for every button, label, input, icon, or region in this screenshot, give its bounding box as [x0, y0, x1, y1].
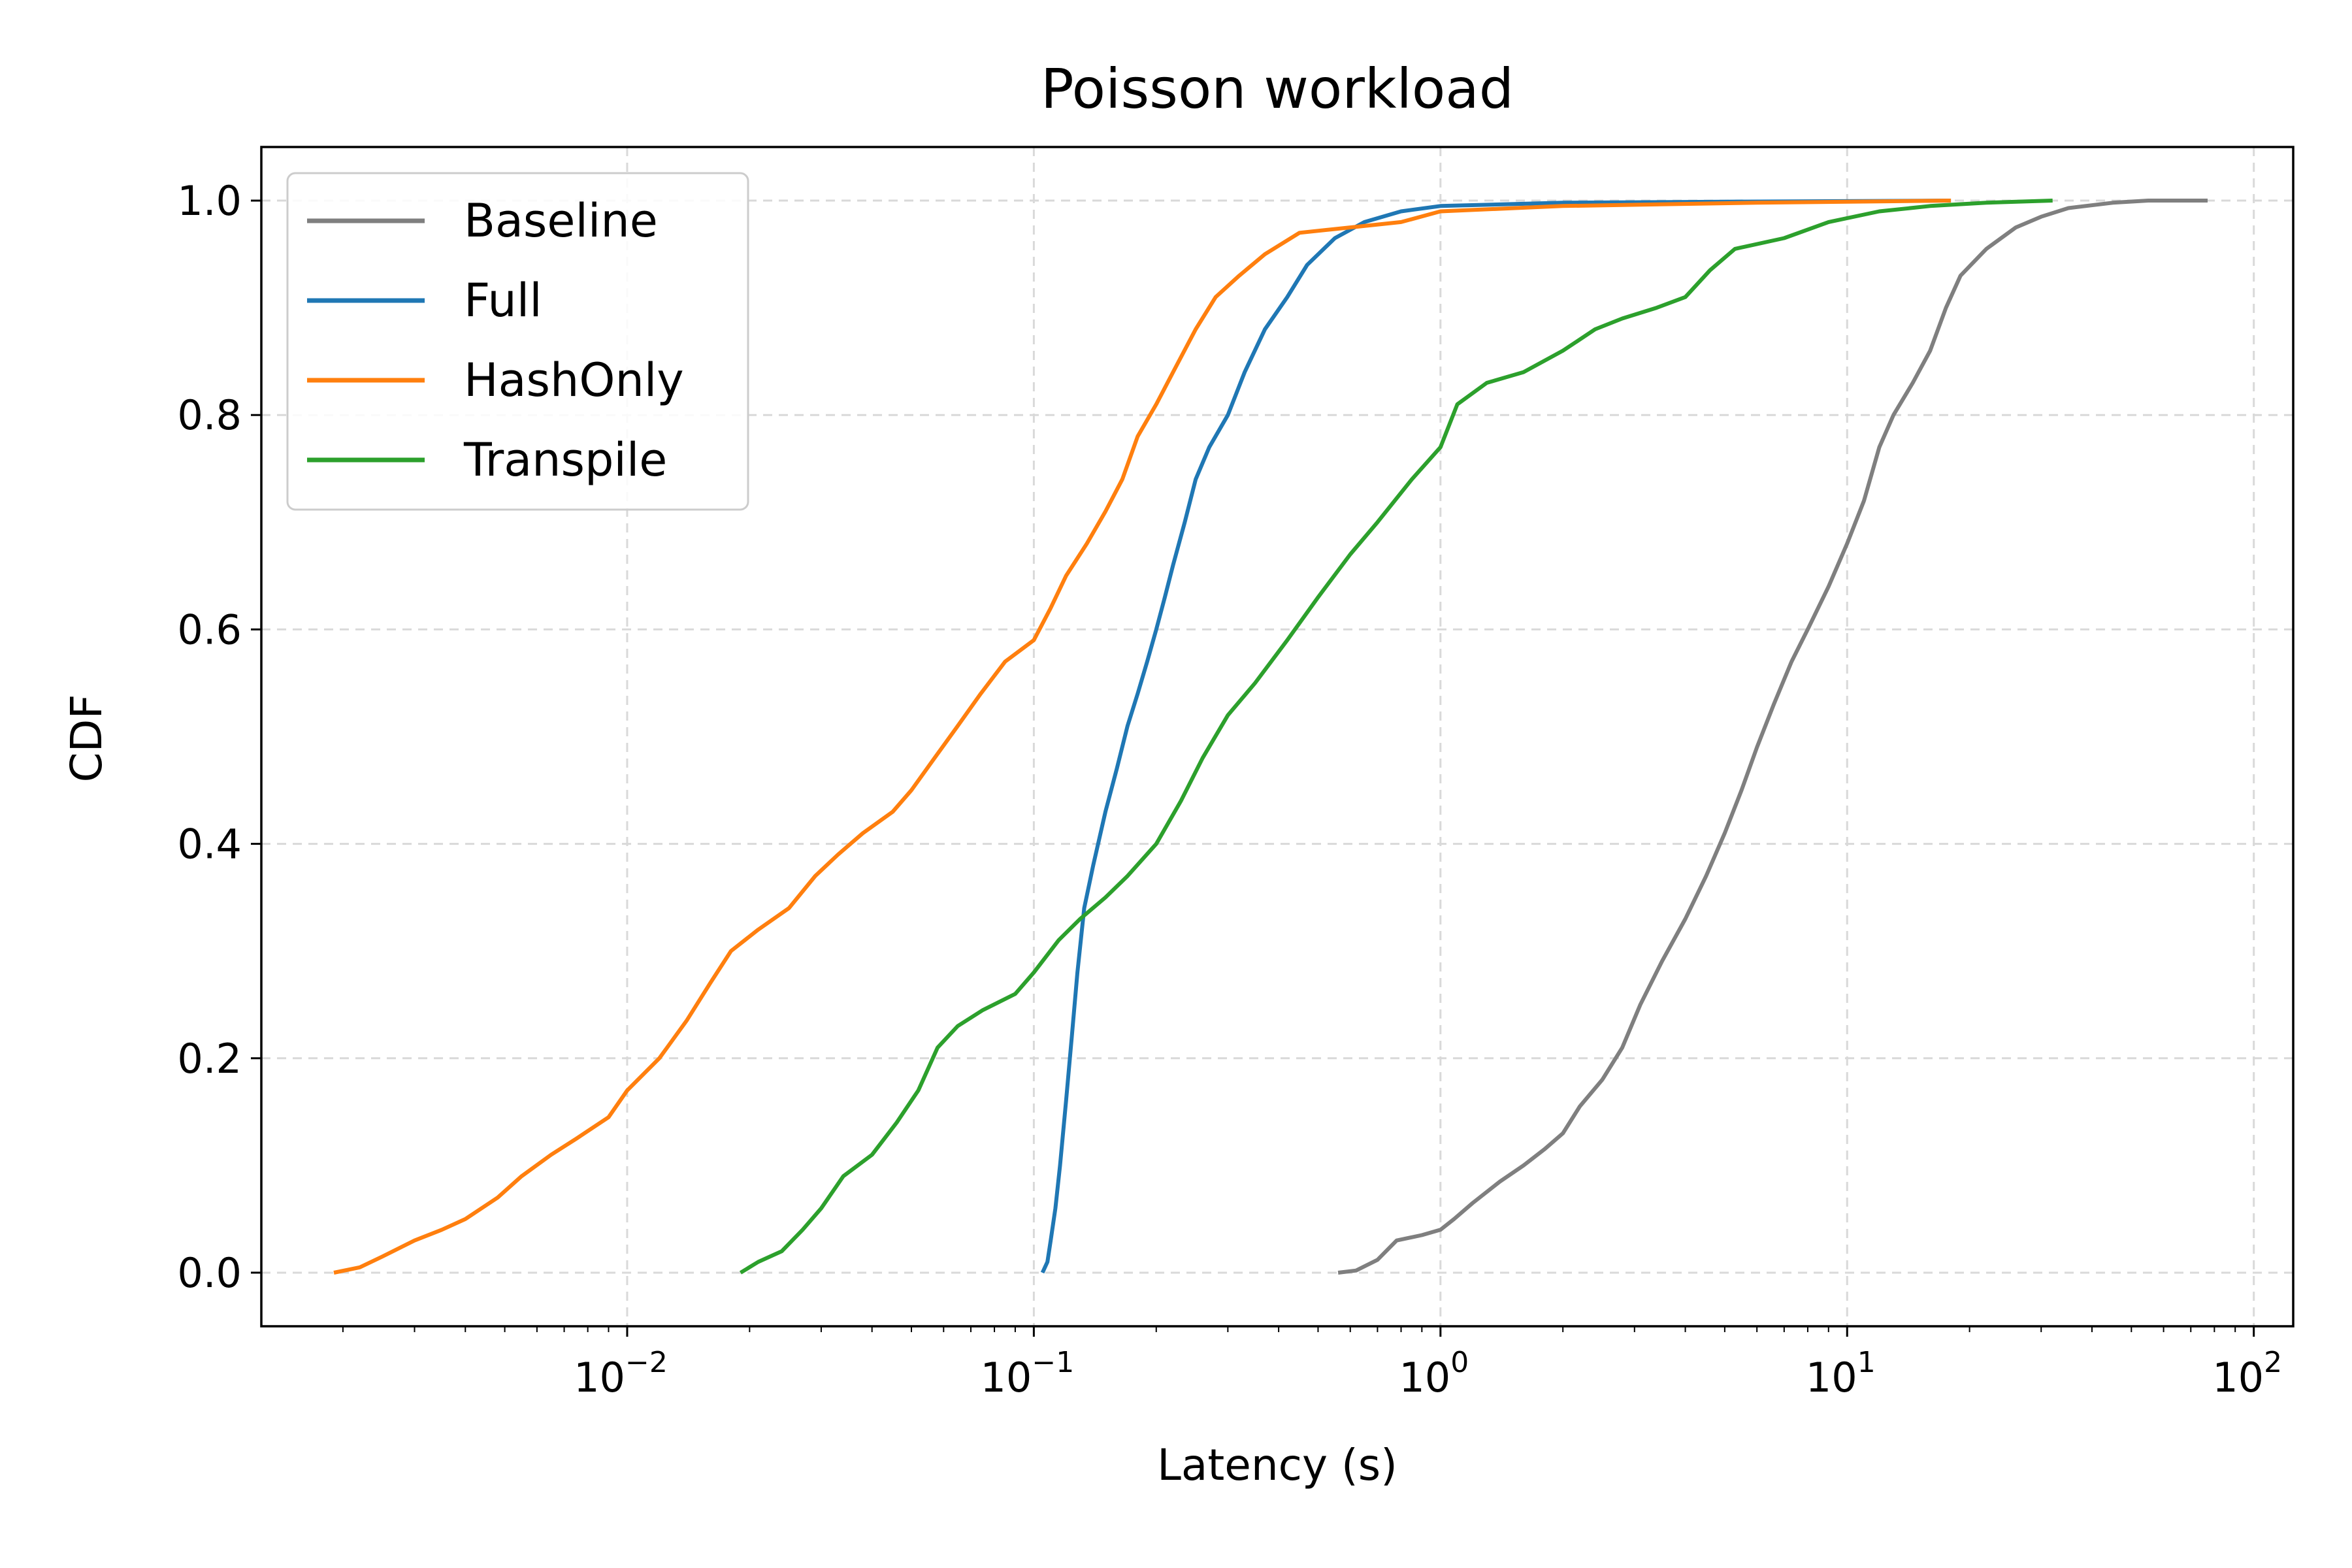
x-tick-label: 100	[1399, 1346, 1469, 1401]
y-tick-label: 0.0	[177, 1249, 242, 1297]
plot-frame	[260, 146, 2295, 1328]
series-line-baseline	[1337, 199, 2208, 1275]
y-tick-label: 0.6	[177, 606, 242, 653]
legend-label-full: Full	[464, 274, 542, 327]
y-tick-label: 0.8	[177, 391, 242, 439]
series-line-hashonly	[333, 199, 1952, 1275]
legend-box	[286, 172, 749, 511]
legend: Baseline Full HashOnly Transpile	[286, 172, 749, 511]
series-line-transpile	[739, 199, 2053, 1275]
y-tick-label: 1.0	[177, 177, 242, 225]
x-tick-label: 10−1	[980, 1346, 1074, 1401]
y-tick-label: 0.2	[177, 1035, 242, 1083]
y-axis-label: CDF	[61, 694, 112, 783]
series-lines	[333, 199, 2208, 1275]
chart-title: Poisson workload	[1041, 57, 1514, 121]
x-tick-label: 101	[1806, 1346, 1876, 1401]
legend-label-hashonly: HashOnly	[464, 353, 684, 407]
axis-ticks	[251, 199, 2255, 1337]
x-axis-label: Latency (s)	[1157, 1440, 1397, 1490]
legend-label-baseline: Baseline	[464, 194, 658, 248]
x-tick-label: 10−2	[574, 1346, 668, 1401]
legend-label-transpile: Transpile	[463, 433, 667, 487]
x-tick-label: 102	[2212, 1346, 2282, 1401]
y-tick-label: 0.4	[177, 821, 242, 868]
